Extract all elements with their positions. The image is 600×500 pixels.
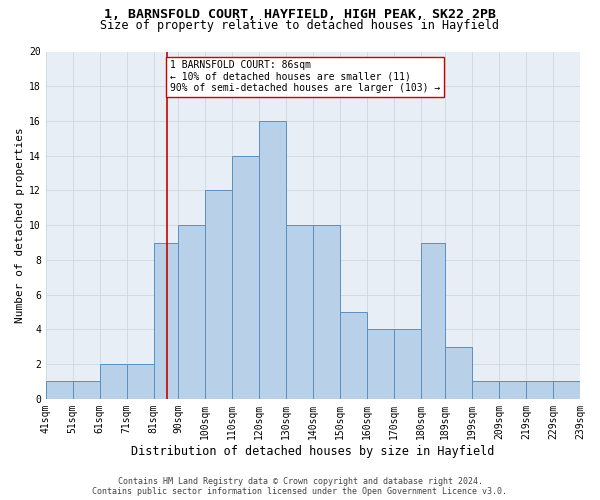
Bar bbox=[499, 382, 526, 399]
Bar bbox=[421, 242, 445, 399]
Bar bbox=[259, 121, 286, 399]
Text: Size of property relative to detached houses in Hayfield: Size of property relative to detached ho… bbox=[101, 18, 499, 32]
Bar bbox=[553, 382, 580, 399]
Bar bbox=[313, 225, 340, 399]
Bar bbox=[205, 190, 232, 399]
Bar bbox=[100, 364, 127, 399]
Y-axis label: Number of detached properties: Number of detached properties bbox=[15, 128, 25, 323]
X-axis label: Distribution of detached houses by size in Hayfield: Distribution of detached houses by size … bbox=[131, 444, 494, 458]
Bar bbox=[73, 382, 100, 399]
Bar bbox=[46, 382, 73, 399]
Bar bbox=[340, 312, 367, 399]
Bar bbox=[445, 346, 472, 399]
Text: Contains HM Land Registry data © Crown copyright and database right 2024.
Contai: Contains HM Land Registry data © Crown c… bbox=[92, 476, 508, 496]
Text: 1, BARNSFOLD COURT, HAYFIELD, HIGH PEAK, SK22 2PB: 1, BARNSFOLD COURT, HAYFIELD, HIGH PEAK,… bbox=[104, 8, 496, 20]
Bar bbox=[286, 225, 313, 399]
Bar bbox=[178, 225, 205, 399]
Bar bbox=[472, 382, 499, 399]
Bar bbox=[526, 382, 553, 399]
Text: 1 BARNSFOLD COURT: 86sqm
← 10% of detached houses are smaller (11)
90% of semi-d: 1 BARNSFOLD COURT: 86sqm ← 10% of detach… bbox=[170, 60, 440, 94]
Bar bbox=[367, 330, 394, 399]
Bar bbox=[232, 156, 259, 399]
Bar bbox=[154, 242, 178, 399]
Bar bbox=[394, 330, 421, 399]
Bar bbox=[127, 364, 154, 399]
